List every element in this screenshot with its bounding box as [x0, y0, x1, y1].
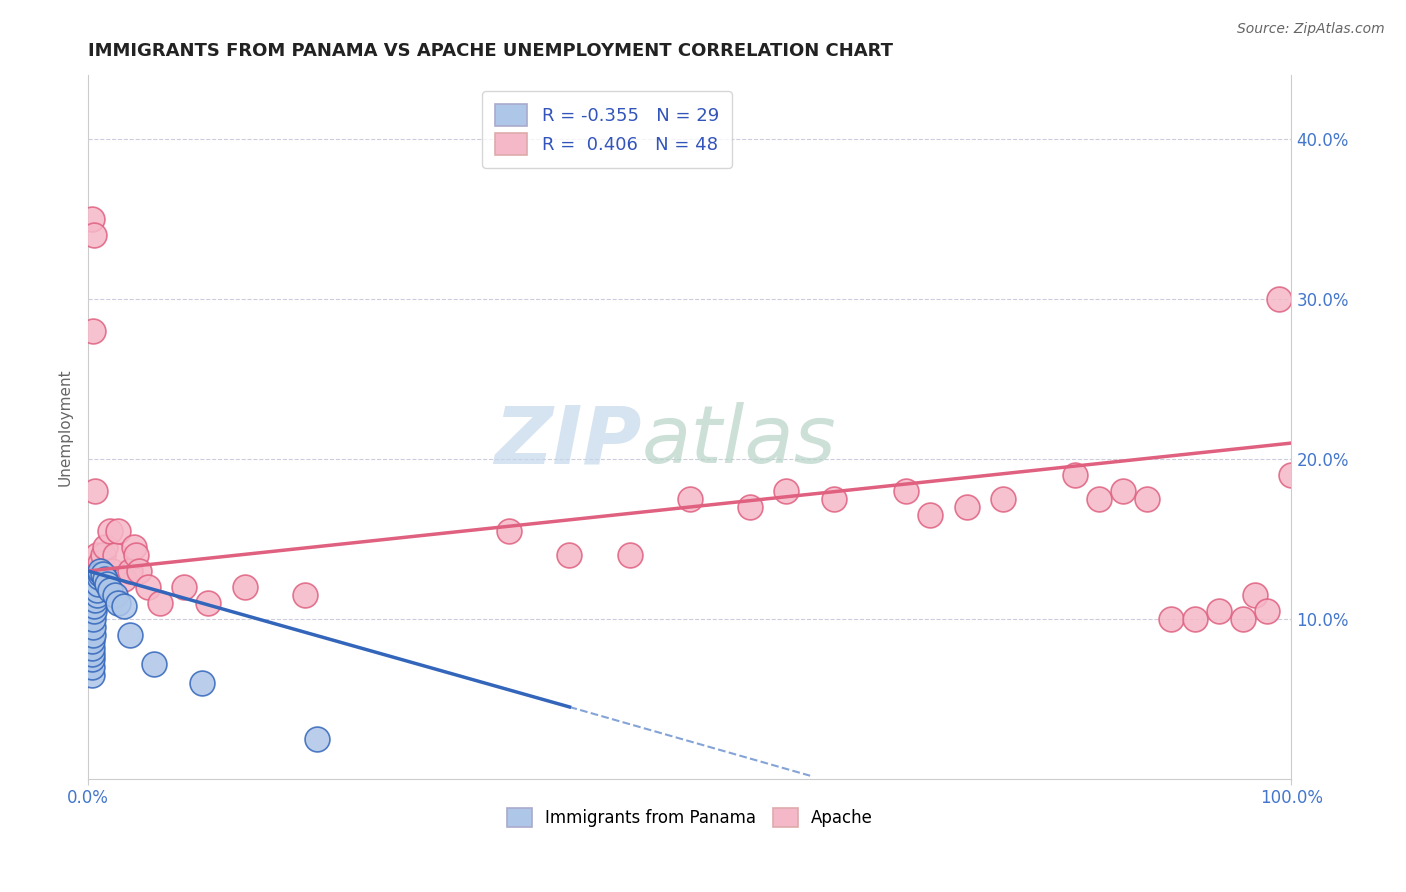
Point	[107, 596, 129, 610]
Point	[82, 612, 104, 626]
Point	[120, 564, 142, 578]
Point	[1268, 292, 1291, 306]
Point	[1281, 468, 1303, 483]
Point	[80, 212, 103, 227]
Point	[955, 500, 977, 514]
Text: ZIP: ZIP	[495, 402, 641, 480]
Point	[1063, 468, 1085, 483]
Text: atlas: atlas	[641, 402, 837, 480]
Point	[91, 567, 114, 582]
Point	[775, 483, 797, 498]
Point	[87, 570, 110, 584]
Point	[920, 508, 942, 522]
Point	[823, 491, 845, 506]
Point	[84, 592, 107, 607]
Point	[197, 596, 219, 610]
Point	[87, 576, 110, 591]
Point	[96, 576, 118, 591]
Point	[86, 548, 108, 562]
Point	[1160, 612, 1182, 626]
Point	[233, 580, 256, 594]
Point	[120, 628, 142, 642]
Point	[87, 564, 110, 578]
Point	[82, 628, 104, 642]
Point	[89, 567, 111, 582]
Point	[89, 556, 111, 570]
Point	[80, 634, 103, 648]
Point	[122, 540, 145, 554]
Point	[128, 564, 150, 578]
Point	[94, 572, 117, 586]
Point	[83, 228, 105, 243]
Point	[1112, 483, 1135, 498]
Point	[991, 491, 1014, 506]
Point	[498, 524, 520, 538]
Point	[80, 668, 103, 682]
Point	[80, 647, 103, 661]
Point	[98, 524, 121, 538]
Point	[112, 599, 135, 614]
Point	[112, 572, 135, 586]
Point	[96, 580, 118, 594]
Legend: Immigrants from Panama, Apache: Immigrants from Panama, Apache	[501, 801, 880, 834]
Point	[91, 548, 114, 562]
Point	[191, 676, 214, 690]
Point	[80, 652, 103, 666]
Point	[83, 599, 105, 614]
Text: IMMIGRANTS FROM PANAMA VS APACHE UNEMPLOYMENT CORRELATION CHART: IMMIGRANTS FROM PANAMA VS APACHE UNEMPLO…	[89, 42, 893, 60]
Point	[1256, 604, 1278, 618]
Point	[101, 564, 124, 578]
Point	[94, 540, 117, 554]
Point	[1088, 491, 1111, 506]
Point	[1184, 612, 1206, 626]
Point	[107, 524, 129, 538]
Point	[738, 500, 761, 514]
Point	[82, 324, 104, 338]
Point	[896, 483, 918, 498]
Point	[98, 583, 121, 598]
Point	[125, 548, 148, 562]
Point	[89, 564, 111, 578]
Point	[83, 604, 105, 618]
Point	[143, 657, 166, 671]
Point	[1136, 491, 1159, 506]
Point	[80, 640, 103, 655]
Point	[1208, 604, 1230, 618]
Point	[86, 583, 108, 598]
Y-axis label: Unemployment: Unemployment	[58, 368, 72, 486]
Point	[294, 588, 316, 602]
Point	[1232, 612, 1254, 626]
Point	[619, 548, 641, 562]
Point	[558, 548, 581, 562]
Point	[173, 580, 195, 594]
Text: Source: ZipAtlas.com: Source: ZipAtlas.com	[1237, 22, 1385, 37]
Point	[149, 596, 172, 610]
Point	[84, 483, 107, 498]
Point	[86, 588, 108, 602]
Point	[136, 580, 159, 594]
Point	[1244, 588, 1267, 602]
Point	[104, 588, 127, 602]
Point	[305, 731, 328, 746]
Point	[80, 660, 103, 674]
Point	[104, 548, 127, 562]
Point	[679, 491, 702, 506]
Point	[82, 620, 104, 634]
